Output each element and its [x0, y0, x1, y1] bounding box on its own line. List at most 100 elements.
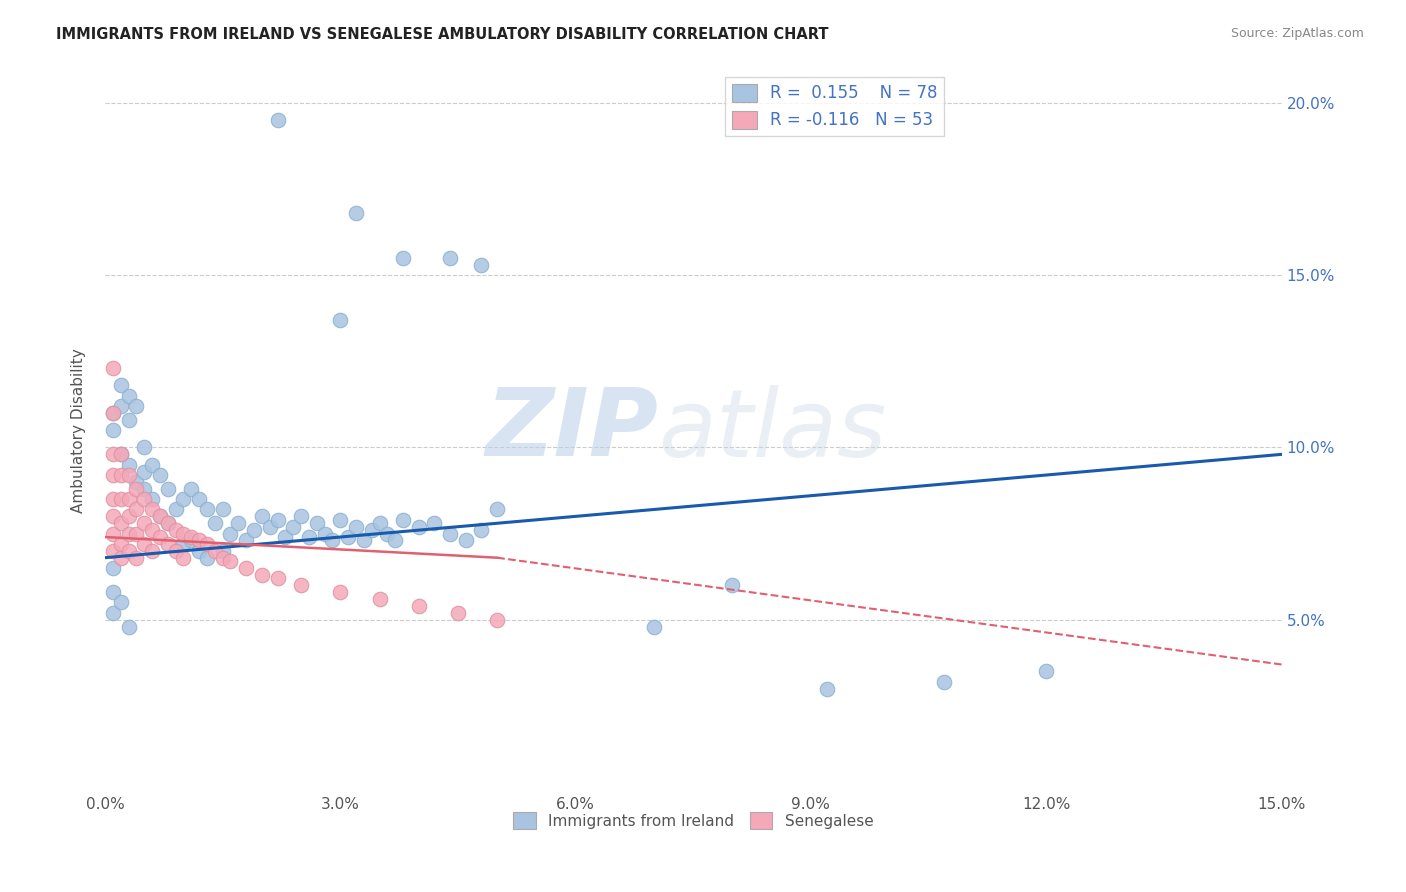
Point [329, 513, 352, 527]
Y-axis label: Ambulatory Disability: Ambulatory Disability [72, 348, 86, 513]
Point [156, 482, 179, 496]
Point [298, 530, 321, 544]
Point [125, 526, 148, 541]
Point [235, 561, 257, 575]
Point [125, 550, 148, 565]
Point [125, 399, 148, 413]
Point [125, 502, 148, 516]
Point [266, 513, 288, 527]
Point [101, 361, 124, 376]
Point [156, 516, 179, 531]
Point [250, 509, 273, 524]
Point [211, 550, 233, 565]
Text: IMMIGRANTS FROM IRELAND VS SENEGALESE AMBULATORY DISABILITY CORRELATION CHART: IMMIGRANTS FROM IRELAND VS SENEGALESE AM… [56, 27, 828, 42]
Point [447, 606, 470, 620]
Point [290, 578, 312, 592]
Point [141, 523, 163, 537]
Point [486, 613, 509, 627]
Point [125, 475, 148, 489]
Point [243, 523, 266, 537]
Point [211, 502, 233, 516]
Point [101, 492, 124, 507]
Point [134, 482, 156, 496]
Point [439, 251, 461, 265]
Point [134, 537, 156, 551]
Point [165, 523, 187, 537]
Point [101, 561, 124, 575]
Point [934, 674, 956, 689]
Point [211, 544, 233, 558]
Point [149, 509, 172, 524]
Point [368, 516, 391, 531]
Point [141, 458, 163, 472]
Point [368, 592, 391, 607]
Point [149, 509, 172, 524]
Point [408, 519, 430, 533]
Point [141, 502, 163, 516]
Point [180, 482, 202, 496]
Point [165, 544, 187, 558]
Legend: Immigrants from Ireland, Senegalese: Immigrants from Ireland, Senegalese [508, 806, 880, 835]
Point [1035, 665, 1057, 679]
Point [110, 595, 132, 609]
Point [266, 113, 288, 128]
Point [815, 681, 838, 696]
Point [290, 509, 312, 524]
Point [110, 468, 132, 483]
Point [259, 519, 281, 533]
Point [235, 533, 257, 548]
Point [344, 206, 367, 220]
Point [250, 568, 273, 582]
Point [172, 537, 194, 551]
Point [344, 519, 367, 533]
Point [117, 492, 139, 507]
Point [195, 537, 218, 551]
Point [117, 468, 139, 483]
Point [486, 502, 509, 516]
Point [134, 465, 156, 479]
Point [117, 413, 139, 427]
Point [353, 533, 375, 548]
Point [156, 537, 179, 551]
Point [470, 523, 492, 537]
Point [274, 530, 297, 544]
Point [117, 458, 139, 472]
Point [172, 492, 194, 507]
Point [149, 468, 172, 483]
Point [117, 389, 139, 403]
Point [204, 516, 226, 531]
Point [454, 533, 477, 548]
Point [423, 516, 446, 531]
Point [117, 619, 139, 633]
Point [360, 523, 382, 537]
Point [101, 468, 124, 483]
Point [110, 447, 132, 461]
Point [117, 544, 139, 558]
Point [305, 516, 328, 531]
Point [101, 544, 124, 558]
Point [172, 526, 194, 541]
Point [101, 585, 124, 599]
Point [283, 519, 305, 533]
Point [188, 492, 211, 507]
Text: ZIP: ZIP [485, 384, 658, 476]
Point [195, 502, 218, 516]
Point [110, 378, 132, 392]
Point [377, 526, 399, 541]
Point [134, 516, 156, 531]
Point [110, 516, 132, 531]
Point [329, 585, 352, 599]
Point [439, 526, 461, 541]
Point [165, 502, 187, 516]
Point [188, 544, 211, 558]
Point [204, 544, 226, 558]
Point [141, 544, 163, 558]
Point [721, 578, 744, 592]
Point [314, 526, 336, 541]
Point [141, 492, 163, 507]
Text: atlas: atlas [658, 384, 886, 475]
Point [266, 571, 288, 585]
Point [470, 258, 492, 272]
Point [408, 599, 430, 613]
Point [228, 516, 250, 531]
